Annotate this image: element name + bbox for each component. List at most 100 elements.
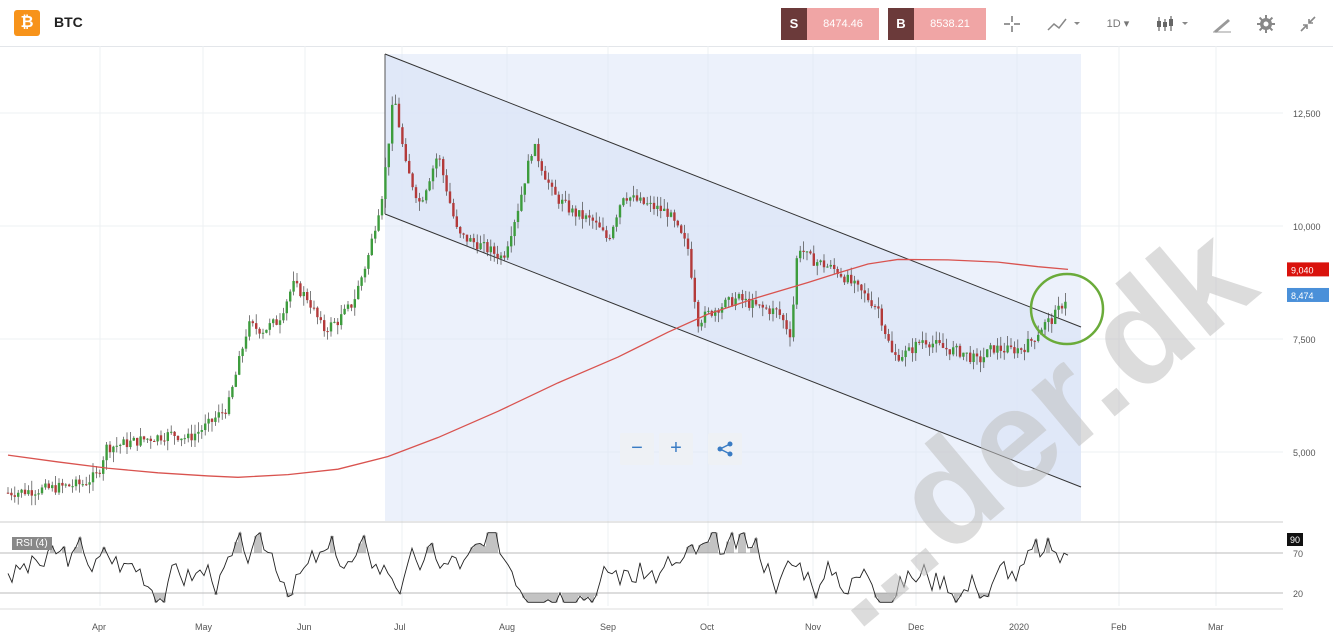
sell-tag: S [781, 8, 807, 40]
candle-body [581, 210, 584, 219]
indicators-icon[interactable] [1042, 8, 1086, 40]
candle-body [778, 309, 781, 315]
draw-icon[interactable] [1206, 8, 1238, 40]
candle-body [972, 353, 975, 363]
candle-body [10, 492, 13, 496]
candle-body [765, 307, 768, 309]
candle-body [969, 352, 972, 363]
candle-body [941, 343, 945, 348]
candle-body [282, 313, 285, 321]
candle-body [761, 304, 764, 308]
settings-icon[interactable] [1250, 8, 1282, 40]
candle-body [812, 253, 815, 266]
time-tick-label: 2020 [1009, 622, 1029, 632]
candle-body [414, 187, 418, 199]
candle-body [489, 246, 492, 253]
candle-body [149, 438, 152, 441]
candle-body [139, 436, 142, 446]
candle-body [476, 242, 479, 250]
bitcoin-logo-icon: ₿ [14, 10, 40, 36]
candle-body [258, 328, 261, 334]
candle-body [635, 195, 639, 201]
candle-body [61, 482, 64, 486]
candle-body [6, 492, 10, 494]
sell-button[interactable]: S 8474.46 [781, 8, 879, 40]
candle-body [887, 334, 890, 341]
candle-body [180, 438, 183, 441]
rsi-line [7, 531, 1069, 604]
candle-body [129, 440, 132, 448]
candle-body [499, 255, 503, 259]
candle-body [625, 198, 628, 201]
candle-body [265, 329, 268, 333]
candle-body [326, 331, 329, 333]
candle-body [425, 190, 428, 201]
candle-body [669, 212, 673, 217]
buy-price: 8538.21 [914, 8, 986, 40]
share-icon[interactable] [708, 433, 742, 465]
candle-body [275, 319, 278, 325]
candle-body [289, 291, 292, 302]
candle-body [1020, 348, 1023, 350]
price-tick-label: 12,500 [1293, 109, 1321, 119]
candle-body [105, 444, 108, 461]
price-tick-label: 5,000 [1293, 448, 1316, 458]
candle-body [1013, 347, 1016, 354]
candle-body [737, 294, 741, 299]
candle-body [775, 308, 778, 310]
candle-body [214, 417, 217, 422]
candle-body [962, 352, 965, 357]
candle-body [88, 482, 91, 485]
candle-body [928, 344, 931, 348]
buy-button[interactable]: B 8538.21 [888, 8, 986, 40]
candle-body [1047, 318, 1050, 323]
candle-body [95, 472, 98, 474]
candle-body [829, 264, 832, 267]
candle-body [401, 127, 404, 145]
candle-body [459, 226, 462, 234]
last-price-label: 9,040 [1291, 265, 1314, 275]
candle-body [751, 300, 754, 308]
candle-body [982, 357, 985, 363]
candle-body [557, 194, 560, 204]
highlight-circle [1029, 272, 1105, 346]
crosshair-icon[interactable] [996, 8, 1028, 40]
candle-body [251, 321, 254, 324]
candle-body [547, 179, 550, 183]
candle-body [1009, 345, 1013, 348]
last-price-tag [1287, 287, 1329, 302]
candle-body [782, 314, 785, 321]
candle-body [404, 144, 407, 161]
buy-tag: B [888, 8, 914, 40]
zoom-in-icon[interactable]: + [659, 433, 693, 465]
candle-body [13, 495, 16, 497]
zoom-out-icon[interactable]: − [620, 433, 654, 465]
interval-label: 1D [1106, 18, 1121, 30]
candle-body [1003, 350, 1006, 353]
candle-body [527, 160, 530, 184]
candle-body [540, 161, 543, 171]
time-tick-label: Nov [805, 622, 822, 632]
candle-body [374, 230, 377, 239]
candle-body [850, 274, 853, 284]
sell-price: 8474.46 [807, 8, 879, 40]
candle-body [411, 173, 414, 188]
collapse-icon[interactable] [1292, 8, 1324, 40]
candlestick-icon[interactable] [1150, 8, 1194, 40]
interval-select[interactable]: 1D ▾ [1106, 18, 1130, 30]
price-chart[interactable]: 5,000 7,500 10,000 12,500 9,040 8,474 90 70 20 Ap… [0, 46, 1333, 633]
candle-body [805, 251, 809, 253]
candle-body [652, 202, 656, 210]
time-tick-label: Sep [600, 622, 616, 632]
candle-body [659, 205, 662, 212]
candle-body [1037, 334, 1040, 342]
candle-body [285, 301, 288, 314]
candle-body [472, 238, 475, 243]
candle-body [1060, 305, 1064, 309]
candle-body [632, 195, 635, 198]
candle-body [802, 250, 805, 253]
candle-body [163, 440, 166, 442]
candle-body [717, 310, 720, 313]
candle-body [431, 168, 435, 182]
candle-body [1064, 301, 1067, 309]
